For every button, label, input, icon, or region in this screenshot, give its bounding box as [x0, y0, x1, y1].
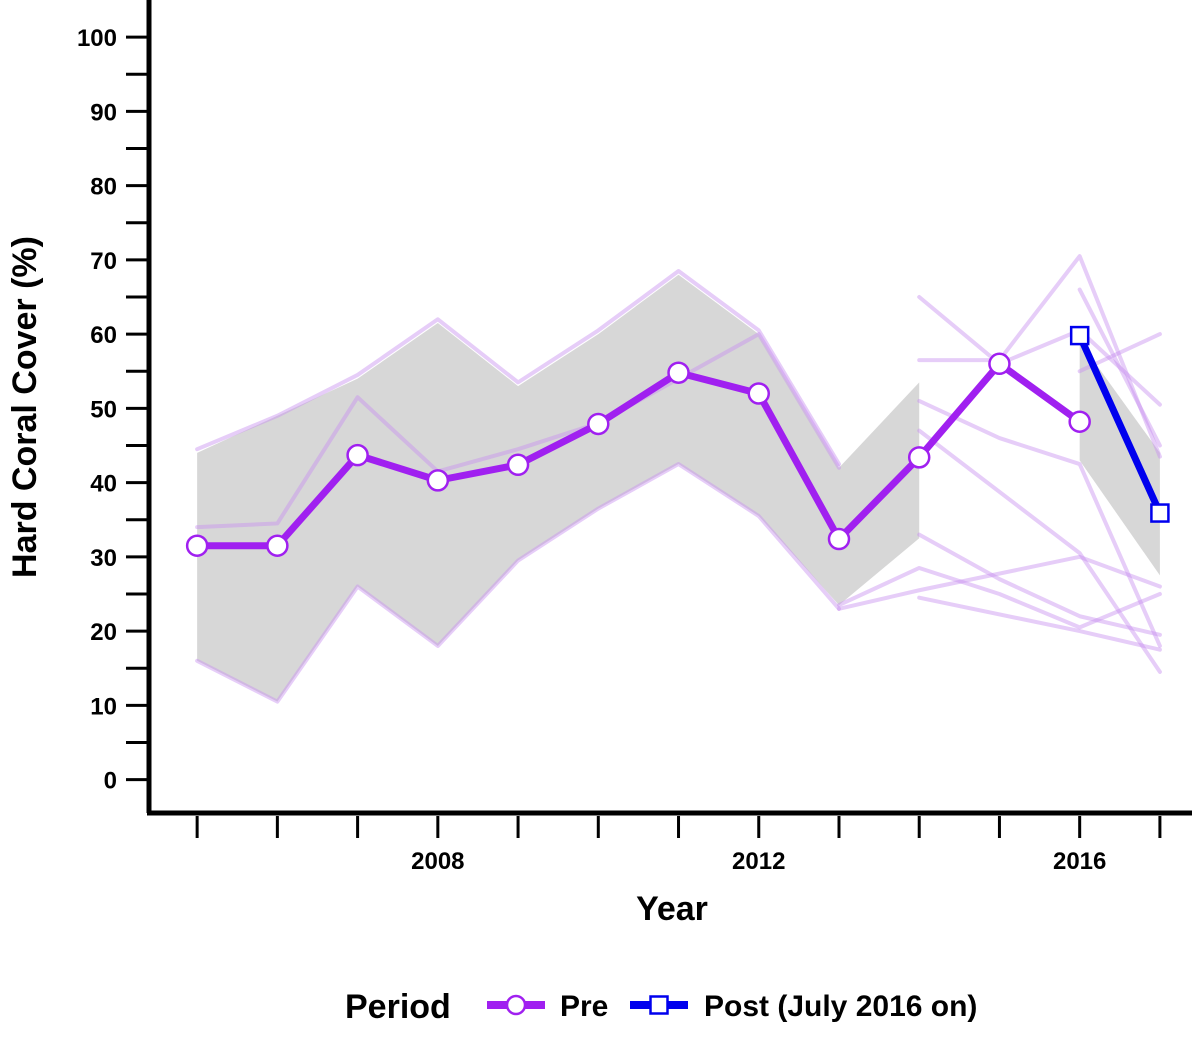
y-tick-label-0: 0	[104, 768, 117, 795]
point-pre-2014	[907, 446, 931, 469]
point-pre-2005	[185, 534, 209, 557]
axes	[146, 0, 1192, 816]
site-line-2	[195, 462, 841, 704]
x-tick-label-2008: 2008	[411, 848, 464, 875]
y-tick-label-30: 30	[90, 545, 117, 572]
legend-key-pre-marker	[505, 994, 527, 1016]
site-line-10	[917, 532, 1162, 637]
legend-key-post-marker	[649, 995, 669, 1015]
site-line-11	[917, 595, 1162, 652]
point-pre-2006	[266, 534, 289, 557]
point-post-2016	[1069, 325, 1090, 346]
y-tick-label-10: 10	[90, 693, 117, 720]
legend-label-pre: Pre	[560, 990, 608, 1023]
series-markers	[185, 325, 1170, 557]
confidence-ribbons	[197, 274, 1160, 702]
legend: Period Pre Post (July 2016 on)	[345, 988, 977, 1026]
site-line-8	[917, 398, 1162, 648]
ribbon-pre	[197, 274, 920, 702]
legend-title: Period	[345, 988, 451, 1026]
site-line-13	[1077, 287, 1162, 448]
site-line-1	[195, 269, 841, 467]
y-tick-label-60: 60	[90, 322, 117, 349]
y-tick-label-70: 70	[90, 248, 117, 275]
point-pre-2015	[988, 352, 1011, 376]
point-pre-2016	[1068, 410, 1091, 433]
site-line-7	[917, 294, 1162, 407]
x-axis-title: Year	[636, 890, 708, 928]
site-line-6	[917, 254, 1162, 459]
y-tick-label-40: 40	[90, 471, 117, 498]
y-axis-title: Hard Coral Cover (%)	[6, 236, 44, 578]
x-ticks: 2008 2012 2016	[195, 816, 1162, 875]
x-tick-label-2016: 2016	[1053, 848, 1106, 875]
point-pre-2008	[426, 469, 450, 492]
y-tick-label-80: 80	[90, 174, 117, 201]
point-post-2017	[1150, 503, 1170, 523]
y-ticks: 0 10 20 30 40 50 60 70 80 90 100	[77, 25, 149, 795]
series-lines	[193, 332, 1164, 550]
y-tick-label-20: 20	[90, 619, 117, 646]
legend-label-post: Post (July 2016 on)	[704, 990, 977, 1023]
legend-item-pre: Pre	[487, 990, 608, 1023]
x-tick-label-2012: 2012	[732, 848, 785, 875]
ribbon-post	[1079, 341, 1160, 576]
site-line-4	[836, 565, 1162, 630]
site-line-3	[195, 332, 841, 530]
site-line-9	[917, 428, 1162, 674]
point-pre-2012	[747, 382, 771, 405]
y-tick-label-50: 50	[90, 396, 117, 423]
site-line-5	[836, 554, 1162, 611]
point-pre-2009	[506, 453, 530, 477]
y-tick-label-100: 100	[77, 25, 117, 52]
y-tick-label-90: 90	[90, 99, 117, 126]
point-pre-2007	[346, 443, 369, 467]
series-line-post	[1076, 332, 1164, 517]
point-pre-2010	[587, 412, 610, 436]
point-pre-2013	[827, 527, 851, 551]
series-line-pre	[193, 360, 1084, 550]
point-pre-2011	[667, 361, 690, 384]
legend-item-post: Post (July 2016 on)	[630, 990, 977, 1023]
